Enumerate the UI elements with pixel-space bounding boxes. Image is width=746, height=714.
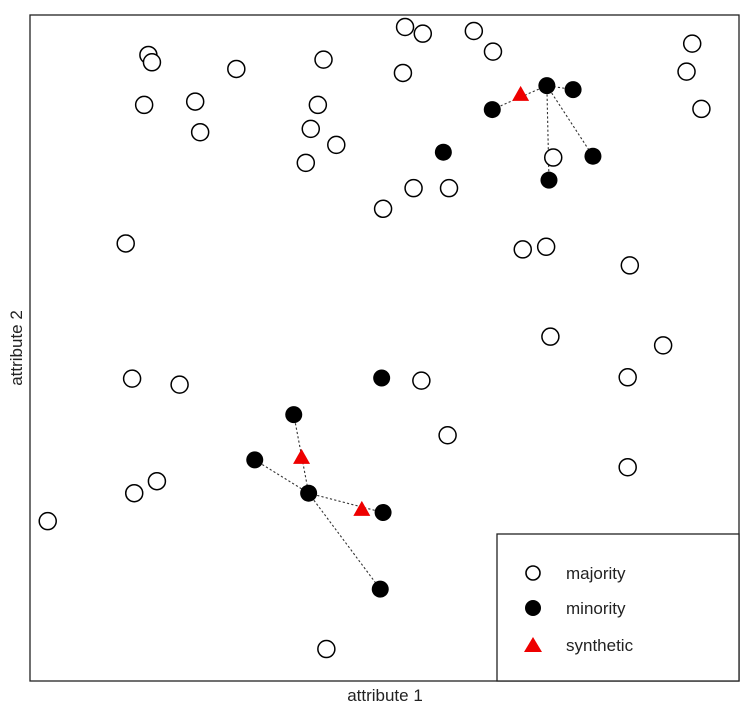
majority-point — [122, 369, 142, 388]
synthetic-point — [353, 500, 371, 516]
minority-point — [246, 451, 264, 469]
majority-point — [412, 371, 431, 390]
minority-point — [373, 369, 391, 387]
majority-point — [190, 122, 210, 142]
majority-point — [227, 59, 246, 79]
majority-point — [147, 471, 167, 491]
majority-point — [438, 425, 457, 445]
majority-point — [170, 375, 189, 394]
legend-majority-label: majority — [566, 564, 626, 583]
minority-point — [371, 580, 389, 598]
legend-minority-marker — [525, 600, 541, 616]
legend-minority-label: minority — [566, 599, 626, 618]
minority-point — [300, 484, 318, 502]
majority-point — [536, 237, 556, 257]
majority-point — [296, 153, 316, 173]
majority-point — [134, 95, 154, 115]
majority-point — [439, 178, 459, 198]
majority-point — [404, 178, 423, 198]
legend: majority minority synthetic — [496, 533, 740, 682]
legend-synthetic-marker — [524, 637, 542, 652]
majority-point — [692, 99, 711, 119]
neighbor-link — [308, 492, 384, 514]
minority-point — [584, 147, 602, 165]
x-axis-label: attribute 1 — [347, 686, 423, 705]
minority-point — [434, 143, 452, 161]
neighbor-link — [492, 85, 548, 111]
minority-point — [374, 504, 392, 522]
majority-point — [393, 63, 413, 83]
majority-point — [327, 135, 346, 155]
majority-point — [513, 240, 533, 259]
majority-point — [618, 368, 637, 387]
majority-point — [653, 336, 673, 355]
minority-point — [285, 406, 303, 424]
majority-point — [464, 21, 484, 41]
synthetic-point — [512, 85, 530, 101]
majority-point — [682, 34, 702, 53]
neighbor-link — [546, 85, 594, 157]
majority-point — [317, 639, 336, 659]
y-axis-label: attribute 2 — [7, 310, 26, 386]
majority-point — [413, 24, 433, 43]
majority-point — [543, 148, 563, 167]
majority-point — [618, 457, 637, 477]
majority-point — [124, 483, 144, 503]
minority-point — [538, 77, 556, 95]
majority-point — [185, 92, 205, 111]
neighbor-link — [546, 85, 550, 181]
data-points — [38, 17, 711, 659]
synthetic-point — [293, 448, 311, 464]
majority-point — [541, 327, 560, 346]
plot-frame — [29, 14, 740, 682]
majority-point — [314, 50, 333, 69]
majority-point — [116, 234, 135, 253]
minority-point — [483, 101, 501, 119]
majority-point — [620, 256, 640, 275]
neighbor-link — [308, 492, 381, 590]
legend-majority-marker — [525, 565, 541, 581]
majority-point — [677, 62, 696, 81]
legend-synthetic-label: synthetic — [566, 636, 634, 655]
majority-point — [301, 119, 321, 139]
minority-point — [564, 81, 582, 99]
majority-point — [308, 95, 328, 115]
majority-point — [142, 53, 162, 72]
neighbor-link — [254, 459, 309, 494]
majority-point — [38, 511, 57, 531]
minority-point — [540, 171, 558, 189]
majority-point — [483, 42, 503, 61]
majority-point — [373, 199, 393, 219]
majority-point — [395, 17, 415, 37]
